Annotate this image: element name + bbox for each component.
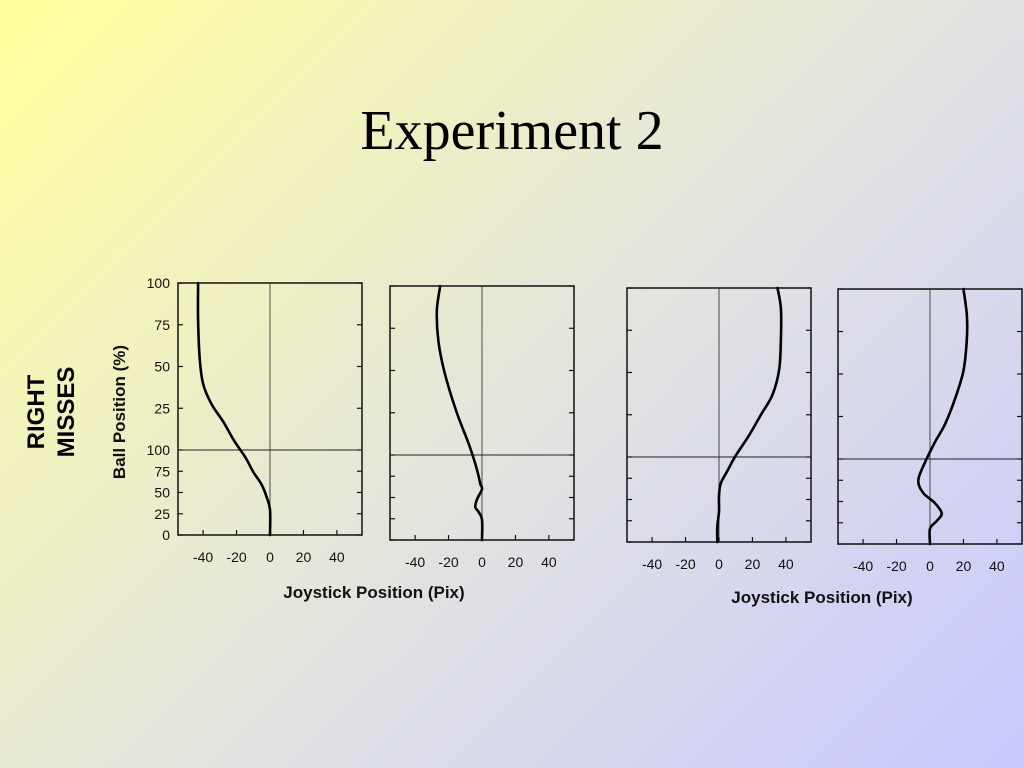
x-tick-label: 40 bbox=[329, 549, 345, 565]
x-tick-label: -20 bbox=[886, 558, 906, 574]
x-tick-label: 0 bbox=[478, 554, 486, 570]
series-line-1 bbox=[916, 287, 969, 546]
y-tick-label: 25 bbox=[154, 506, 170, 522]
row-label: RIGHT MISSES bbox=[23, 367, 80, 458]
x-tick-label: -20 bbox=[226, 549, 246, 565]
x-tick-label: -20 bbox=[438, 554, 458, 570]
panels: 100 75 50 25 100 75 50 25 0 -40 -20 0 20 40 -40 -20 0 20 4… bbox=[147, 275, 1023, 574]
chart-panel-4: -40 -20 0 20 40 bbox=[837, 287, 1023, 574]
chart-panel-2: -40 -20 0 20 40 bbox=[389, 284, 575, 570]
y-tick-label: 25 bbox=[154, 400, 170, 416]
y-tick-label: 50 bbox=[154, 485, 170, 501]
y-tick-label: 75 bbox=[154, 463, 170, 479]
x-tick-label: 20 bbox=[508, 554, 524, 570]
series-line-1 bbox=[435, 284, 484, 542]
row-label-line-1: RIGHT bbox=[23, 374, 50, 449]
x-tick-label: 40 bbox=[989, 558, 1005, 574]
series-line-1 bbox=[196, 281, 272, 537]
x-tick-label: -40 bbox=[405, 554, 425, 570]
x-tick-label: -40 bbox=[193, 549, 213, 565]
x-axis-label-left: Joystick Position (Pix) bbox=[283, 583, 464, 602]
x-axis-label-right: Joystick Position (Pix) bbox=[731, 588, 912, 607]
slide-title: Experiment 2 bbox=[360, 100, 664, 162]
x-tick-label: 40 bbox=[541, 554, 557, 570]
x-tick-label: 20 bbox=[956, 558, 972, 574]
x-tick-label: 20 bbox=[296, 549, 312, 565]
series-line-1 bbox=[715, 286, 783, 544]
y-tick-label: 100 bbox=[147, 442, 171, 458]
x-tick-label: 0 bbox=[715, 556, 723, 572]
y-tick-label: 0 bbox=[162, 527, 170, 543]
x-tick-label: 0 bbox=[266, 549, 274, 565]
y-tick-label: 75 bbox=[154, 317, 170, 333]
y-axis-label: Ball Position (%) bbox=[110, 345, 129, 479]
x-tick-label: 20 bbox=[745, 556, 761, 572]
x-tick-label: 40 bbox=[778, 556, 794, 572]
chart-panel-3: -40 -20 0 20 40 bbox=[626, 286, 812, 572]
x-tick-label: -40 bbox=[642, 556, 662, 572]
x-tick-label: 0 bbox=[926, 558, 934, 574]
row-label-line-2: MISSES bbox=[53, 367, 80, 458]
x-tick-label: -40 bbox=[853, 558, 873, 574]
y-tick-label: 50 bbox=[154, 359, 170, 375]
chart-panel-1: 100 75 50 25 100 75 50 25 0 -40 -20 0 20 40 bbox=[147, 275, 363, 565]
y-tick-label: 100 bbox=[147, 275, 171, 291]
x-tick-label: -20 bbox=[675, 556, 695, 572]
